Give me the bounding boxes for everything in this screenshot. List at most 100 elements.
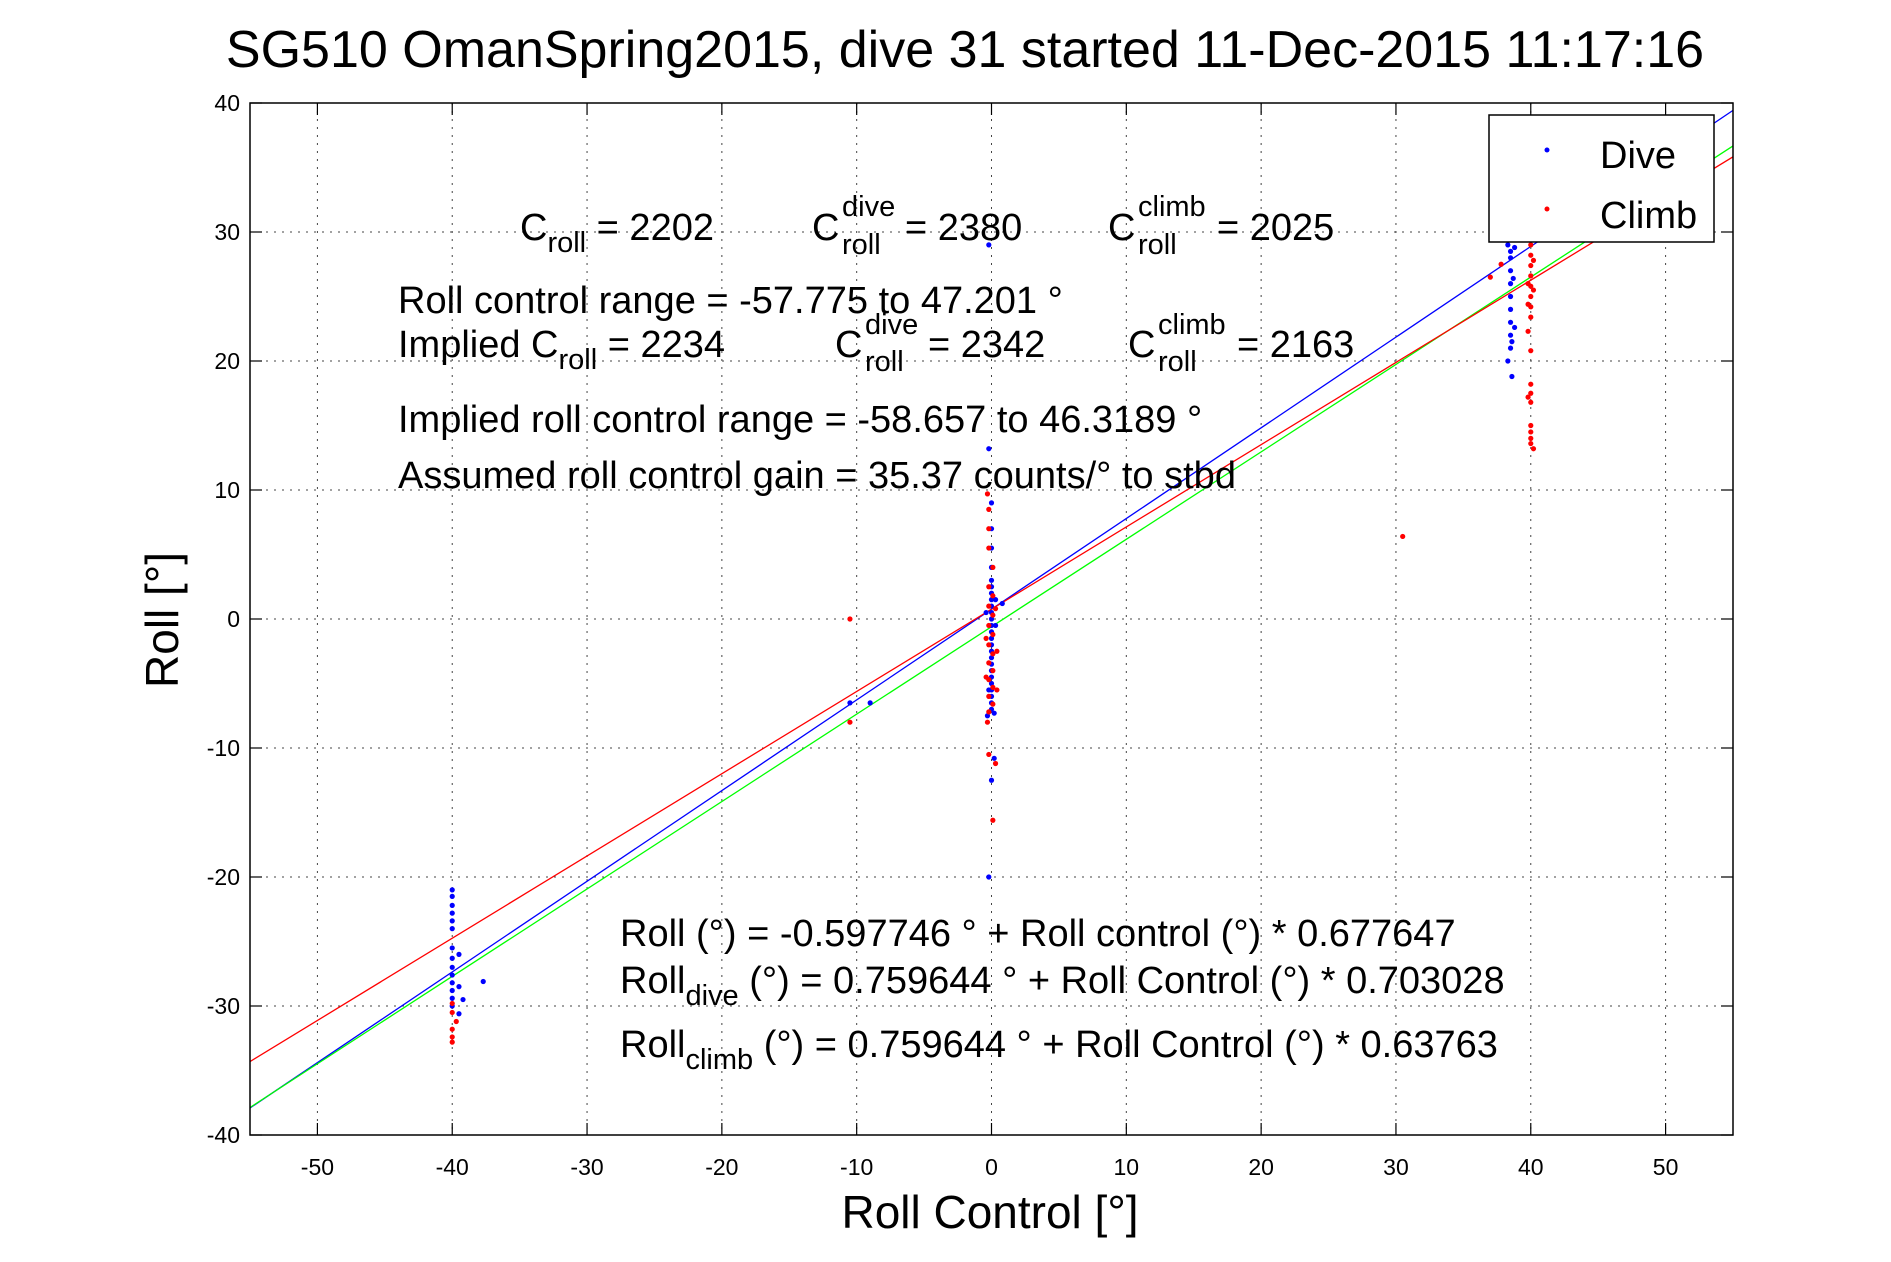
point-dive (1511, 244, 1518, 251)
plot-frame (249, 102, 1734, 1136)
point-dive (449, 980, 455, 986)
point-dive (986, 446, 992, 452)
point-climb (1528, 429, 1534, 435)
point-climb (990, 612, 996, 618)
point-climb (990, 684, 996, 690)
x-tick-label: -50 (301, 1154, 334, 1180)
point-climb (986, 545, 992, 551)
annotation-c-dive-sup: dive (842, 191, 895, 223)
point-climb (990, 631, 996, 638)
x-tick-label: -10 (840, 1154, 873, 1180)
point-climb (1528, 242, 1534, 248)
point-climb (986, 622, 992, 629)
point-dive (449, 995, 455, 1001)
point-dive (1511, 324, 1518, 331)
annotation-c-climb-sub: roll (1138, 229, 1177, 261)
point-dive (449, 918, 455, 924)
point-dive (1505, 358, 1511, 364)
point-climb (449, 1000, 455, 1007)
point-climb (1528, 252, 1534, 258)
point-dive (449, 910, 455, 916)
axis-ticks: -50 -40 -30 -20 -10 0 10 20 30 40 50 -40 -30 -20 -10 0 1… (207, 90, 1733, 1180)
point-climb (986, 506, 992, 512)
equation-climb: Rollclimb (°) = 0.759644 ° + Roll Contro… (620, 1024, 1498, 1076)
y-tick-label: -30 (207, 993, 240, 1019)
y-axis-label: Roll [°] (136, 552, 188, 688)
point-climb (1530, 287, 1537, 293)
point-dive (449, 893, 455, 899)
point-climb (986, 603, 992, 609)
point-climb (1528, 390, 1534, 396)
annotation-c-dive-value: = 2380 (905, 207, 1022, 249)
point-climb (1525, 394, 1531, 400)
y-tick-label: 0 (227, 606, 240, 632)
point-climb (449, 1034, 455, 1040)
point-climb (994, 648, 1000, 654)
point-climb (1528, 348, 1534, 354)
x-tick-label: -20 (705, 1154, 738, 1180)
point-climb (984, 719, 991, 725)
point-dive (847, 700, 853, 706)
point-dive (986, 242, 992, 248)
point-climb (449, 1009, 455, 1016)
annotation-implied-range: Implied roll control range = -58.657 to … (398, 399, 1202, 441)
point-dive (1507, 281, 1514, 287)
point-dive (1509, 339, 1515, 345)
point-dive (449, 964, 455, 970)
point-climb (1498, 261, 1504, 267)
point-climb (983, 635, 989, 641)
point-climb (1528, 440, 1534, 447)
point-climb (990, 817, 996, 823)
point-dive (1509, 373, 1515, 380)
point-dive (992, 622, 999, 629)
point-climb (847, 719, 853, 725)
annotation-implied-c-climb-sub: roll (1158, 346, 1197, 378)
equation-all: Roll (°) = -0.597746 ° + Roll control (°… (620, 913, 1456, 955)
fit-line-climb-fit (250, 156, 1733, 1063)
point-climb (453, 1018, 459, 1025)
point-climb (986, 642, 992, 648)
point-dive (449, 972, 455, 978)
point-climb (994, 687, 1000, 693)
point-dive (449, 926, 455, 932)
point-climb (1528, 314, 1534, 320)
annotation-implied-c-dive-value: = 2342 (928, 324, 1045, 366)
point-climb (1530, 446, 1537, 452)
point-climb (1528, 273, 1534, 279)
chart-title: SG510 OmanSpring2015, dive 31 started 11… (226, 21, 1704, 79)
x-tick-label: 50 (1653, 1154, 1679, 1180)
point-dive (991, 755, 997, 761)
point-climb (990, 593, 996, 599)
legend-label-dive: Dive (1600, 135, 1676, 177)
annotation-gain: Assumed roll control gain = 35.37 counts… (398, 455, 1236, 497)
point-climb (984, 491, 991, 497)
point-climb (990, 668, 996, 674)
point-climb (1528, 262, 1534, 269)
y-tick-label: -10 (207, 735, 240, 761)
annotation-implied-c-roll: Implied Croll = 2234 (398, 324, 725, 376)
point-dive (449, 955, 455, 961)
point-climb (1528, 381, 1534, 387)
x-tick-label: -30 (570, 1154, 603, 1180)
point-dive (449, 902, 455, 908)
legend-box (1488, 114, 1715, 243)
point-dive (991, 710, 997, 716)
annotations: Croll = 2202 C dive roll = 2380 C climb … (398, 191, 1505, 1076)
x-tick-label: 20 (1248, 1154, 1274, 1180)
point-climb (992, 606, 999, 612)
annotation-c-climb-value: = 2025 (1217, 207, 1334, 249)
point-dive (999, 600, 1005, 607)
equation-dive: Rolldive (°) = 0.759644 ° + Roll Control… (620, 960, 1505, 1012)
y-tick-label: 20 (214, 348, 240, 374)
point-climb (986, 526, 992, 532)
point-climb (986, 709, 992, 715)
point-climb (983, 674, 989, 680)
point-dive (988, 577, 995, 583)
legend-marker-climb (1544, 206, 1550, 212)
point-dive (988, 500, 995, 506)
point-dive (449, 987, 455, 994)
point-climb (1487, 274, 1493, 280)
point-climb (449, 1026, 455, 1032)
x-tick-label: 30 (1383, 1154, 1409, 1180)
